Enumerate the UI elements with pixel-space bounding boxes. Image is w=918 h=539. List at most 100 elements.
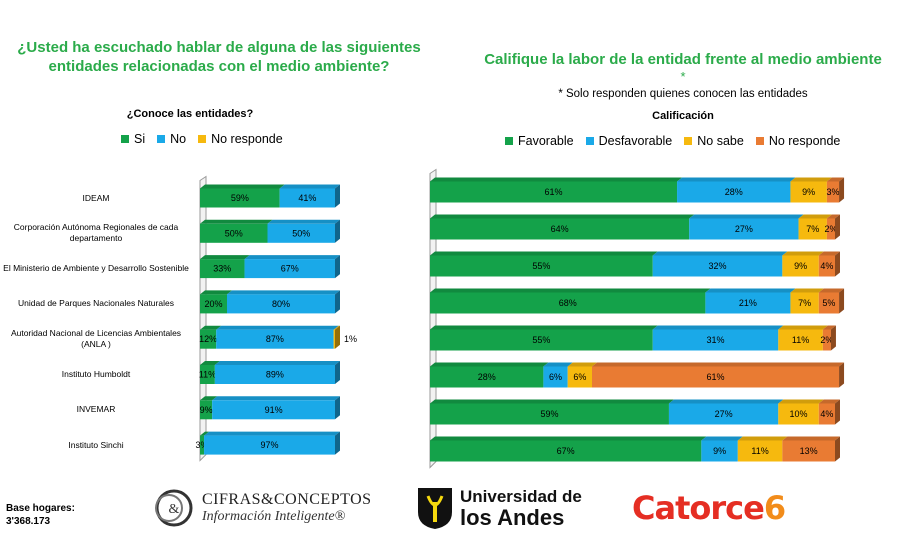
right-bar-segment	[592, 362, 845, 388]
right-bar-segment	[818, 288, 845, 314]
left-bar-side	[335, 325, 340, 349]
left-data-label: 9%	[200, 405, 213, 415]
right-bar-segment	[790, 288, 824, 314]
right-data-label: 28%	[478, 372, 496, 382]
left-bar-segment	[267, 219, 340, 243]
right-data-label: 27%	[715, 409, 733, 419]
right-data-label: 9%	[802, 187, 815, 197]
left-legend-item: No	[157, 132, 186, 146]
logo1-mark: &	[169, 502, 180, 517]
right-bar-segment	[826, 177, 845, 203]
right-data-label: 61%	[707, 372, 725, 382]
logo2-line1: Universidad de	[460, 487, 582, 506]
left-legend: Si No No responde	[121, 132, 295, 146]
left-data-label: 11%	[199, 370, 216, 380]
left-legend-label: No responde	[211, 132, 283, 146]
right-data-label: 6%	[549, 372, 562, 382]
right-bar-segment	[826, 214, 840, 240]
left-bar-segment	[212, 396, 340, 420]
right-data-label: 7%	[806, 224, 819, 234]
left-chart-title: ¿Usted ha escuchado hablar de alguna de …	[17, 39, 421, 75]
right-bar-segment	[430, 325, 658, 351]
right-chart-subtitle: Calificación	[652, 110, 714, 122]
left-bar-side	[335, 290, 340, 314]
right-bar-segment	[430, 177, 683, 203]
left-bar-side	[335, 361, 340, 384]
right-data-label: 21%	[739, 298, 757, 308]
right-bar-segment	[430, 399, 674, 425]
left-bar-side	[335, 396, 340, 420]
right-legend-label: No responde	[768, 134, 841, 148]
right-bar-segment	[430, 251, 658, 277]
right-data-label: 59%	[540, 409, 558, 419]
right-data-label: 32%	[709, 261, 727, 271]
right-bar-segment	[737, 436, 788, 462]
right-bar-segment	[677, 177, 796, 203]
base-value: 3'368.173	[6, 516, 51, 527]
cifras-conceptos-emblem-icon: &	[155, 489, 193, 527]
charts-canvas: 59% 41% 50% 50% 33% 67% 20% 80% 12% 87% 1% 11% 89% 9%…	[196, 168, 845, 469]
left-data-label: 50%	[292, 228, 310, 238]
left-bar-side	[335, 219, 340, 243]
right-legend: Favorable Desfavorable No sabe No responde	[505, 134, 852, 148]
left-legend-swatch	[157, 135, 166, 143]
right-data-label: 9%	[713, 446, 726, 456]
category-label: Corporación Autónoma Regionales de cada …	[13, 222, 179, 244]
right-legend-swatch	[755, 137, 764, 145]
left-bar-segment	[200, 290, 232, 314]
logo3-main: Catorce	[632, 489, 765, 527]
right-data-label: 11%	[751, 446, 768, 456]
left-bar-segment	[333, 325, 340, 349]
right-bar-segment	[430, 362, 549, 388]
left-legend-label: Si	[134, 132, 146, 146]
left-bar-side	[335, 184, 340, 208]
right-data-label: 4%	[820, 261, 833, 271]
right-bar-segment	[782, 251, 824, 277]
left-data-label: 89%	[266, 370, 284, 380]
base-note: Base hogares: 3'368.173	[6, 502, 75, 528]
left-bar-segment	[200, 255, 250, 279]
right-bar-side	[839, 362, 845, 388]
logo1-line2: Información Inteligente®	[202, 509, 346, 524]
left-data-label: 1%	[344, 334, 357, 344]
left-bar-side	[335, 255, 340, 279]
right-bar-segment	[668, 399, 784, 425]
left-data-label: 50%	[225, 228, 243, 238]
right-data-label: 11%	[792, 335, 809, 345]
left-data-label: 67%	[281, 264, 299, 274]
right-legend-item: Favorable	[505, 134, 574, 148]
right-bar-segment	[798, 214, 832, 240]
left-data-label: 33%	[213, 264, 231, 274]
right-bar-segment	[689, 214, 804, 240]
left-data-label: 20%	[204, 299, 222, 309]
uniandes-shield-icon	[418, 488, 452, 529]
right-data-label: 4%	[820, 409, 833, 419]
category-label: Instituto Sinchi	[68, 439, 124, 450]
category-label: IDEAM	[82, 192, 110, 203]
right-data-label: 67%	[557, 446, 575, 456]
left-bar-segment	[216, 325, 339, 349]
catorce6-logo: Catorce6	[632, 489, 786, 527]
left-data-label: 59%	[231, 193, 249, 203]
logo1-line1: CIFRAS&CONCEPTOS	[202, 491, 372, 508]
right-bar-segment	[701, 436, 743, 462]
right-chart-title: Califique la labor de la entidad frente …	[484, 51, 882, 68]
right-data-label: 7%	[798, 298, 811, 308]
left-bar-segment	[200, 184, 285, 208]
left-bar-segment	[200, 325, 222, 349]
right-data-label: 10%	[790, 409, 808, 419]
right-data-label: 55%	[532, 261, 550, 271]
right-bar-segment	[778, 399, 824, 425]
left-data-label: 91%	[265, 405, 283, 415]
category-label: Instituto Humboldt	[61, 369, 131, 379]
left-data-label: 3%	[196, 440, 209, 450]
right-data-label: 2%	[824, 224, 837, 234]
right-data-label: 31%	[707, 335, 725, 345]
right-bar-segment	[818, 251, 840, 277]
right-bar-segment	[818, 399, 840, 425]
right-data-label: 61%	[545, 187, 563, 197]
right-title-asterisk: *	[680, 69, 686, 84]
left-bar-segment	[204, 431, 340, 455]
category-label: INVEMAR	[76, 404, 116, 415]
right-legend-item: No responde	[755, 134, 841, 148]
